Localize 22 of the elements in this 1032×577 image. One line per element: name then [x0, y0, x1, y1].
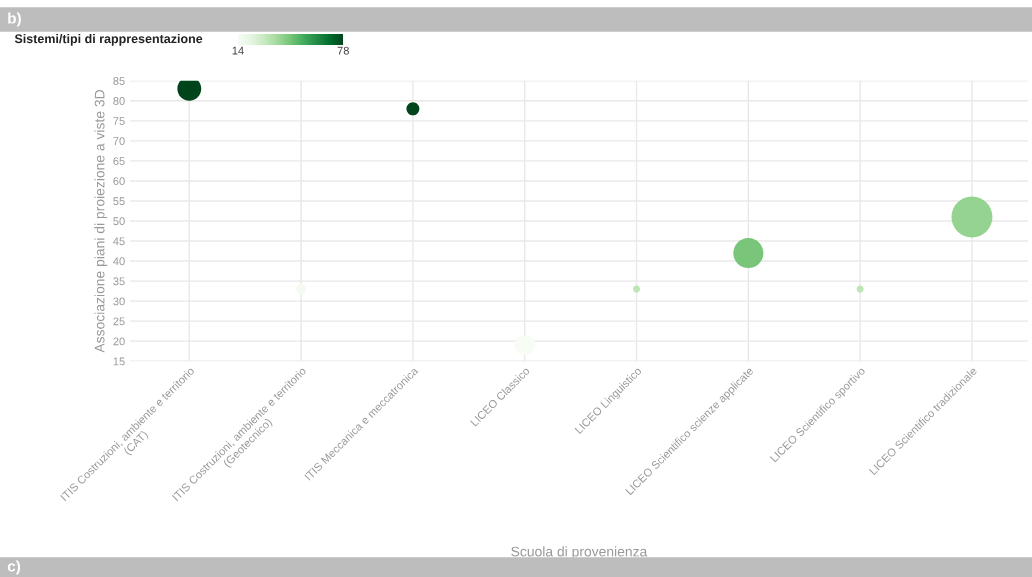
- y-tick-label: 70: [113, 137, 125, 146]
- y-tick-label: 50: [113, 217, 125, 226]
- color-bar-title: Sistemi/tipi di rappresentazione: [14, 33, 203, 46]
- y-tick-label: 80: [113, 97, 125, 105]
- color-bar-label: 14: [232, 46, 244, 55]
- text: c): [7, 560, 21, 575]
- y-tick-label: 45: [113, 237, 125, 246]
- y-tick-label: 60: [113, 177, 125, 186]
- text: b): [8, 12, 21, 27]
- y-axis-title: Associazione piani di proiezione a viste 3D: [94, 90, 108, 353]
- color-bar-label: 78: [337, 46, 349, 55]
- y-tick-label: 65: [113, 157, 125, 166]
- y-tick-label: 30: [113, 297, 125, 306]
- y-tick-label: 75: [113, 117, 125, 125]
- y-tick-label: 55: [113, 197, 125, 206]
- y-tick-label: 85: [113, 77, 125, 85]
- y-tick-label: 25: [113, 317, 125, 326]
- y-tick-label: 40: [113, 257, 125, 266]
- y-tick-label: 35: [113, 277, 125, 286]
- y-tick-label: 15: [113, 357, 125, 366]
- y-tick-label: 20: [113, 337, 125, 346]
- x-axis-title: Scuola di provenienza: [511, 546, 648, 560]
